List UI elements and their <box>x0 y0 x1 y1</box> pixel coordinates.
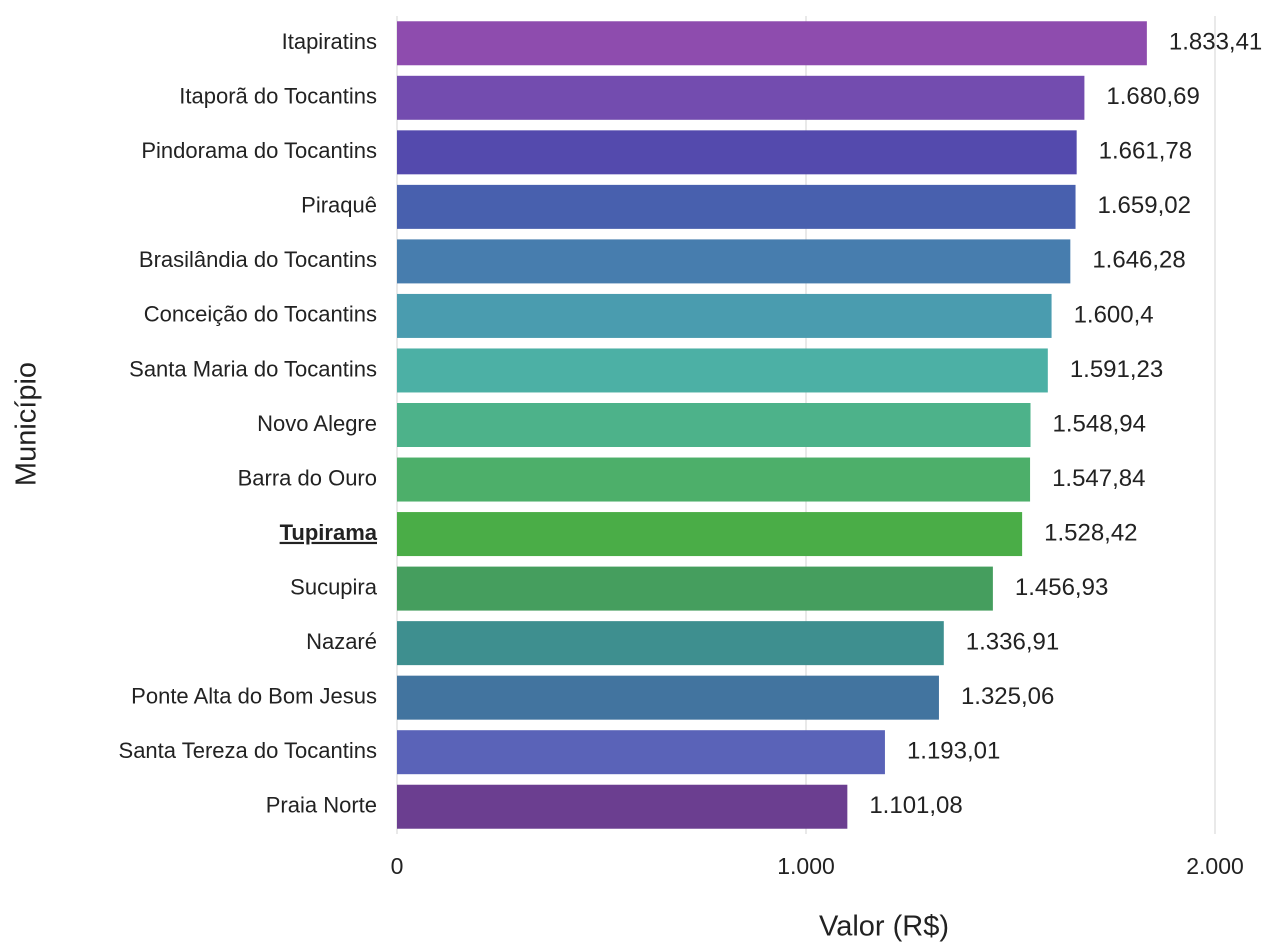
y-tick-label: Pindorama do Tocantins <box>141 138 377 163</box>
y-tick-label: Itapiratins <box>282 29 377 54</box>
value-label: 1.680,69 <box>1106 83 1199 110</box>
value-label: 1.547,84 <box>1052 465 1145 492</box>
value-label: 1.336,91 <box>966 628 1059 655</box>
value-label: 1.646,28 <box>1092 247 1185 274</box>
value-label: 1.456,93 <box>1015 574 1108 601</box>
bar <box>397 512 1023 557</box>
value-label: 1.833,41 <box>1169 29 1262 56</box>
value-label: 1.548,94 <box>1053 410 1146 437</box>
bar <box>397 21 1147 66</box>
x-axis-label: Valor (R$) <box>819 911 949 942</box>
bar <box>397 130 1077 175</box>
y-tick-label: Ponte Alta do Bom Jesus <box>131 683 377 708</box>
bar <box>397 675 939 720</box>
bar <box>397 239 1071 284</box>
y-axis-label: Município <box>11 362 43 486</box>
bar <box>397 566 993 611</box>
y-tick-label: Novo Alegre <box>257 411 377 436</box>
value-label: 1.659,02 <box>1098 192 1191 219</box>
value-label: 1.325,06 <box>961 683 1054 710</box>
value-label: 1.600,4 <box>1074 301 1154 328</box>
bar <box>397 348 1048 393</box>
y-tick-label: Itaporã do Tocantins <box>179 84 377 109</box>
y-tick-label: Brasilândia do Tocantins <box>139 247 377 272</box>
bar <box>397 403 1031 447</box>
bar <box>397 621 944 666</box>
y-tick-label: Sucupira <box>290 574 378 599</box>
value-label: 1.101,08 <box>869 792 962 819</box>
bar <box>397 184 1076 229</box>
y-tick-label: Barra do Ouro <box>238 465 377 490</box>
value-label: 1.661,78 <box>1099 138 1192 165</box>
value-label: 1.528,42 <box>1044 519 1137 546</box>
x-tick-label: 0 <box>391 853 404 879</box>
bar <box>397 293 1052 338</box>
y-tick-label: Piraquê <box>301 193 377 218</box>
bar <box>397 75 1085 120</box>
y-tick-label: Praia Norte <box>266 793 377 818</box>
bar <box>397 784 848 829</box>
bar <box>397 457 1031 502</box>
y-tick-label: Conceição do Tocantins <box>144 302 377 327</box>
bar <box>397 730 885 775</box>
y-tick-label: Tupirama <box>280 520 378 545</box>
x-tick-label: 1.000 <box>777 853 835 879</box>
y-tick-label: Santa Maria do Tocantins <box>129 356 377 381</box>
value-label: 1.193,01 <box>907 738 1000 765</box>
value-label: 1.591,23 <box>1070 356 1163 383</box>
y-tick-label: Santa Tereza do Tocantins <box>119 738 377 763</box>
x-tick-label: 2.000 <box>1186 853 1244 879</box>
y-tick-label: Nazaré <box>306 629 377 654</box>
